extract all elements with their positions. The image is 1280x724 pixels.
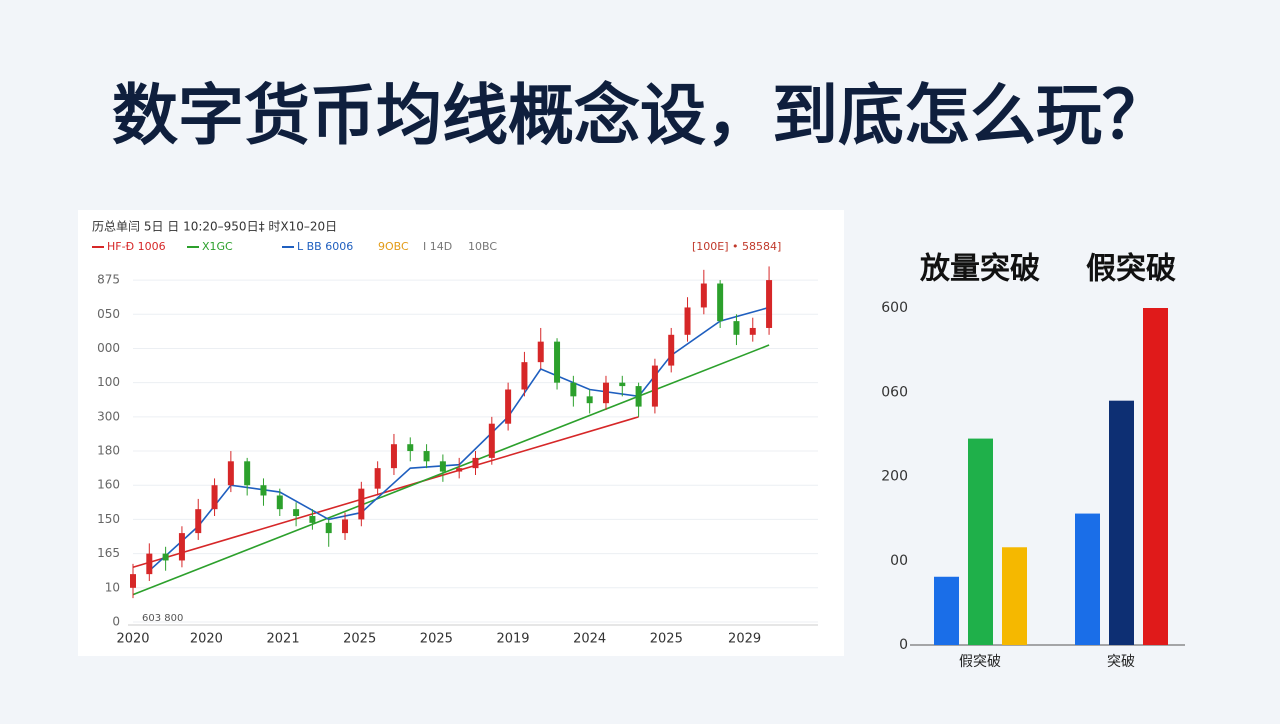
x-tick-label: 2025 <box>650 632 683 647</box>
y-tick-label: 10 <box>105 580 120 594</box>
candle-body <box>619 382 626 387</box>
y-tick-label: 0 <box>899 637 908 653</box>
corner-note: 603 800 <box>142 613 183 624</box>
candle-body <box>342 519 349 534</box>
legend-label: HF-Đ 1006 <box>107 240 166 253</box>
page-title: 数字货币均线概念设，到底怎么玩？ <box>112 77 1168 154</box>
y-tick-label: 200 <box>881 469 908 485</box>
candle-body <box>178 533 185 561</box>
candle-body <box>570 382 577 397</box>
candle-body <box>211 485 218 510</box>
candle-body <box>423 451 430 462</box>
chart-panel <box>78 210 844 656</box>
candle-body <box>195 509 202 534</box>
y-tick-label: 300 <box>97 409 120 423</box>
candle-body <box>244 461 251 486</box>
x-tick-label: 假突破 <box>959 654 1001 670</box>
bar <box>1143 308 1168 645</box>
y-tick-label: 0 <box>112 615 120 629</box>
candle-body <box>717 283 724 322</box>
candle-body <box>537 341 544 363</box>
candle-body <box>227 461 234 486</box>
group-title: 放量突破 <box>919 252 1040 287</box>
x-tick-label: 2020 <box>190 632 223 647</box>
x-tick-label: 2025 <box>343 632 376 647</box>
candle-body <box>439 461 446 472</box>
y-tick-label: 050 <box>97 307 120 321</box>
y-tick-label: 100 <box>97 375 120 389</box>
candle-body <box>749 327 756 335</box>
y-tick-label: 000 <box>97 341 120 355</box>
candle-body <box>668 334 675 366</box>
candle-body <box>472 457 479 469</box>
bar <box>968 438 993 645</box>
line-series <box>132 416 639 569</box>
bar <box>934 576 959 645</box>
x-tick-label: 突破 <box>1107 654 1135 670</box>
candle-body <box>325 522 332 534</box>
y-tick-label: 165 <box>97 546 120 560</box>
y-tick-label: 600 <box>881 300 908 316</box>
bar <box>1109 400 1134 645</box>
chart-header: 历总单闫 5日 日 10:20–950日‡ 时X10–20日 <box>92 220 337 234</box>
candle-body <box>586 396 593 404</box>
legend-label: 9OBC <box>378 240 409 253</box>
x-tick-label: 2024 <box>573 632 606 647</box>
candle-body <box>146 553 153 575</box>
y-tick-label: 150 <box>97 512 120 526</box>
x-tick-label: 2029 <box>728 632 761 647</box>
candle-body <box>766 280 773 328</box>
bar <box>1075 513 1100 645</box>
candle-body <box>733 321 740 335</box>
y-tick-label: 160 <box>97 478 120 492</box>
candle-body <box>374 468 381 489</box>
legend-label: 10BC <box>468 240 497 253</box>
x-tick-label: 2025 <box>420 632 453 647</box>
legend-label: I 14D <box>423 240 452 253</box>
candle-body <box>456 468 463 472</box>
line-series <box>132 344 770 596</box>
y-tick-label: 875 <box>97 273 120 287</box>
x-tick-label: 2021 <box>267 632 300 647</box>
candle-body <box>276 495 283 510</box>
legend-label: L BB 6006 <box>297 240 353 253</box>
candle-body <box>602 382 609 404</box>
y-tick-label: 00 <box>890 553 908 569</box>
candle-body <box>260 485 267 496</box>
top-right-label: [100E] • 58584] <box>692 240 781 253</box>
legend-label: X1GC <box>202 240 233 253</box>
candle-body <box>162 553 169 561</box>
candle-body <box>554 341 561 383</box>
candle-body <box>390 444 397 469</box>
bar <box>1002 547 1027 645</box>
candle-body <box>684 307 691 335</box>
group-title: 假突破 <box>1086 252 1176 287</box>
candle-body <box>293 509 300 517</box>
candle-body <box>407 444 414 452</box>
candle-body <box>309 516 316 523</box>
candle-body <box>700 283 707 308</box>
x-tick-label: 2020 <box>116 632 149 647</box>
y-tick-label: 180 <box>97 444 120 458</box>
y-tick-label: 060 <box>881 384 908 400</box>
candle-body <box>358 488 365 520</box>
candle-body <box>635 386 642 407</box>
candle-body <box>651 365 658 407</box>
candle-body <box>521 362 528 390</box>
candle-body <box>505 389 512 424</box>
x-tick-label: 2019 <box>496 632 529 647</box>
candle-body <box>488 423 495 458</box>
candle-body <box>130 574 136 588</box>
